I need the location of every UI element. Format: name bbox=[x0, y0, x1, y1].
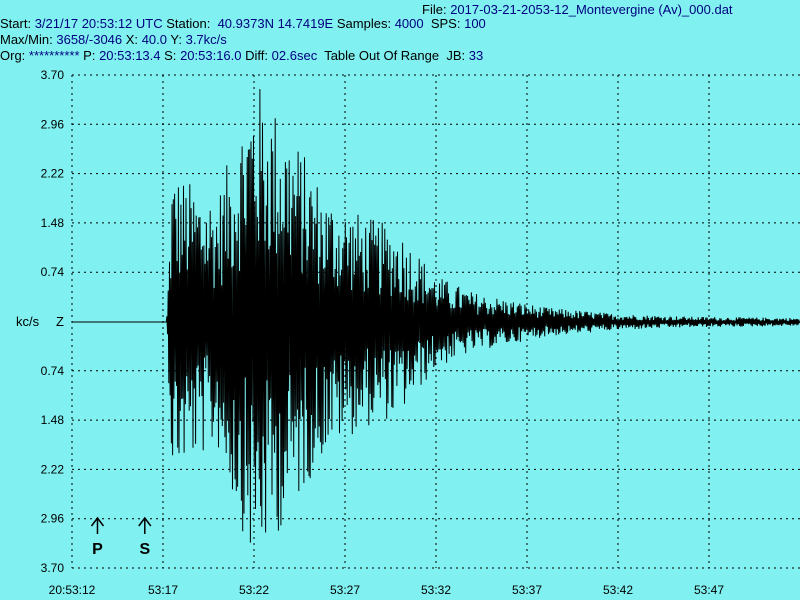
jb-label: JB: bbox=[446, 48, 466, 63]
y-tick-label: 1.48 bbox=[41, 216, 65, 230]
x-tick-label: 53:37 bbox=[512, 583, 542, 597]
table-status: Table Out Of Range bbox=[324, 48, 440, 63]
samples-label: Samples: bbox=[336, 16, 392, 31]
s-value: 20:53:16.0 bbox=[180, 48, 242, 63]
seismic-trace bbox=[72, 89, 800, 543]
header-line-file: File: 2017-03-21-2053-12_Montevergine (A… bbox=[422, 2, 733, 18]
phase-label: P bbox=[92, 541, 103, 558]
header-line-start: Start: 3/21/17 20:53:12 UTC Station: 40.… bbox=[0, 16, 486, 32]
maxmin-label: Max/Min: bbox=[0, 32, 53, 47]
p-value: 20:53:13.4 bbox=[99, 48, 161, 63]
start-value: 3/21/17 20:53:12 UTC bbox=[34, 16, 163, 31]
x-tick-label: 53:32 bbox=[421, 583, 451, 597]
y-tick-label: 3.70 bbox=[41, 68, 65, 82]
sps-label: SPS: bbox=[430, 16, 461, 31]
sps-value: 100 bbox=[464, 16, 486, 31]
start-label: Start: bbox=[0, 16, 32, 31]
station-value: 40.9373N 14.7419E bbox=[217, 16, 334, 31]
x-tick-label: 20:53:12 bbox=[49, 583, 96, 597]
y-tick-label: 1.48 bbox=[41, 413, 65, 427]
y-tick-label: 2.96 bbox=[41, 117, 65, 131]
maxmin-value: 3658/-3046 bbox=[56, 32, 123, 47]
x-axis-tick-labels: 20:53:12 53:17 53:22 53:27 53:32 53:37 53:42 53… bbox=[49, 583, 725, 597]
diff-label: Diff: bbox=[245, 48, 269, 63]
jb-value: 33 bbox=[468, 48, 484, 63]
s-label: S: bbox=[164, 48, 177, 63]
station-label: Station: bbox=[166, 16, 211, 31]
channel-label: Z bbox=[56, 314, 64, 329]
file-value: 2017-03-21-2053-12_Montevergine (Av)_000… bbox=[450, 2, 733, 17]
x-tick-label: 53:47 bbox=[694, 583, 724, 597]
x-tick-label: 53:22 bbox=[239, 583, 269, 597]
y-tick-label: 0.74 bbox=[41, 364, 65, 378]
diff-value: 02.6sec bbox=[271, 48, 318, 63]
x-tick-label: 53:17 bbox=[148, 583, 178, 597]
arrow-up-icon bbox=[90, 516, 105, 527]
y-tick-label: 2.22 bbox=[41, 167, 65, 181]
org-label: Org: bbox=[0, 48, 26, 63]
p-label: P: bbox=[83, 48, 96, 63]
arrow-up-icon bbox=[138, 516, 152, 527]
x-value: 40.0 bbox=[141, 32, 167, 47]
y-tick-label: 0.74 bbox=[41, 265, 65, 279]
y-tick-label: 2.96 bbox=[41, 512, 65, 526]
file-label: File: bbox=[422, 2, 447, 17]
x-tick-label: 53:42 bbox=[603, 583, 633, 597]
y-value: 3.7kc/s bbox=[185, 32, 227, 47]
phase-marker-s: S bbox=[138, 516, 152, 558]
x-label: X: bbox=[125, 32, 139, 47]
y-tick-label: 3.70 bbox=[41, 561, 65, 575]
header-line-org: Org: ********** P: 20:53:13.4 S: 20:53:1… bbox=[0, 48, 483, 64]
org-value: ********** bbox=[28, 48, 80, 63]
phase-label: S bbox=[139, 541, 150, 558]
y-tick-label: 2.22 bbox=[41, 462, 65, 476]
y-label: Y: bbox=[170, 32, 182, 47]
y-unit-label: kc/s bbox=[16, 314, 40, 329]
header-line-maxmin: Max/Min: 3658/-3046 X: 40.0 Y: 3.7kc/s bbox=[0, 32, 227, 48]
x-tick-label: 53:27 bbox=[330, 583, 360, 597]
y-axis-tick-labels: 3.70 2.96 2.22 1.48 0.74 0.74 1.48 2.22 2.96 3.70 bbox=[41, 68, 65, 575]
phase-marker-p: P bbox=[90, 516, 105, 558]
samples-value: 4000 bbox=[394, 16, 424, 31]
